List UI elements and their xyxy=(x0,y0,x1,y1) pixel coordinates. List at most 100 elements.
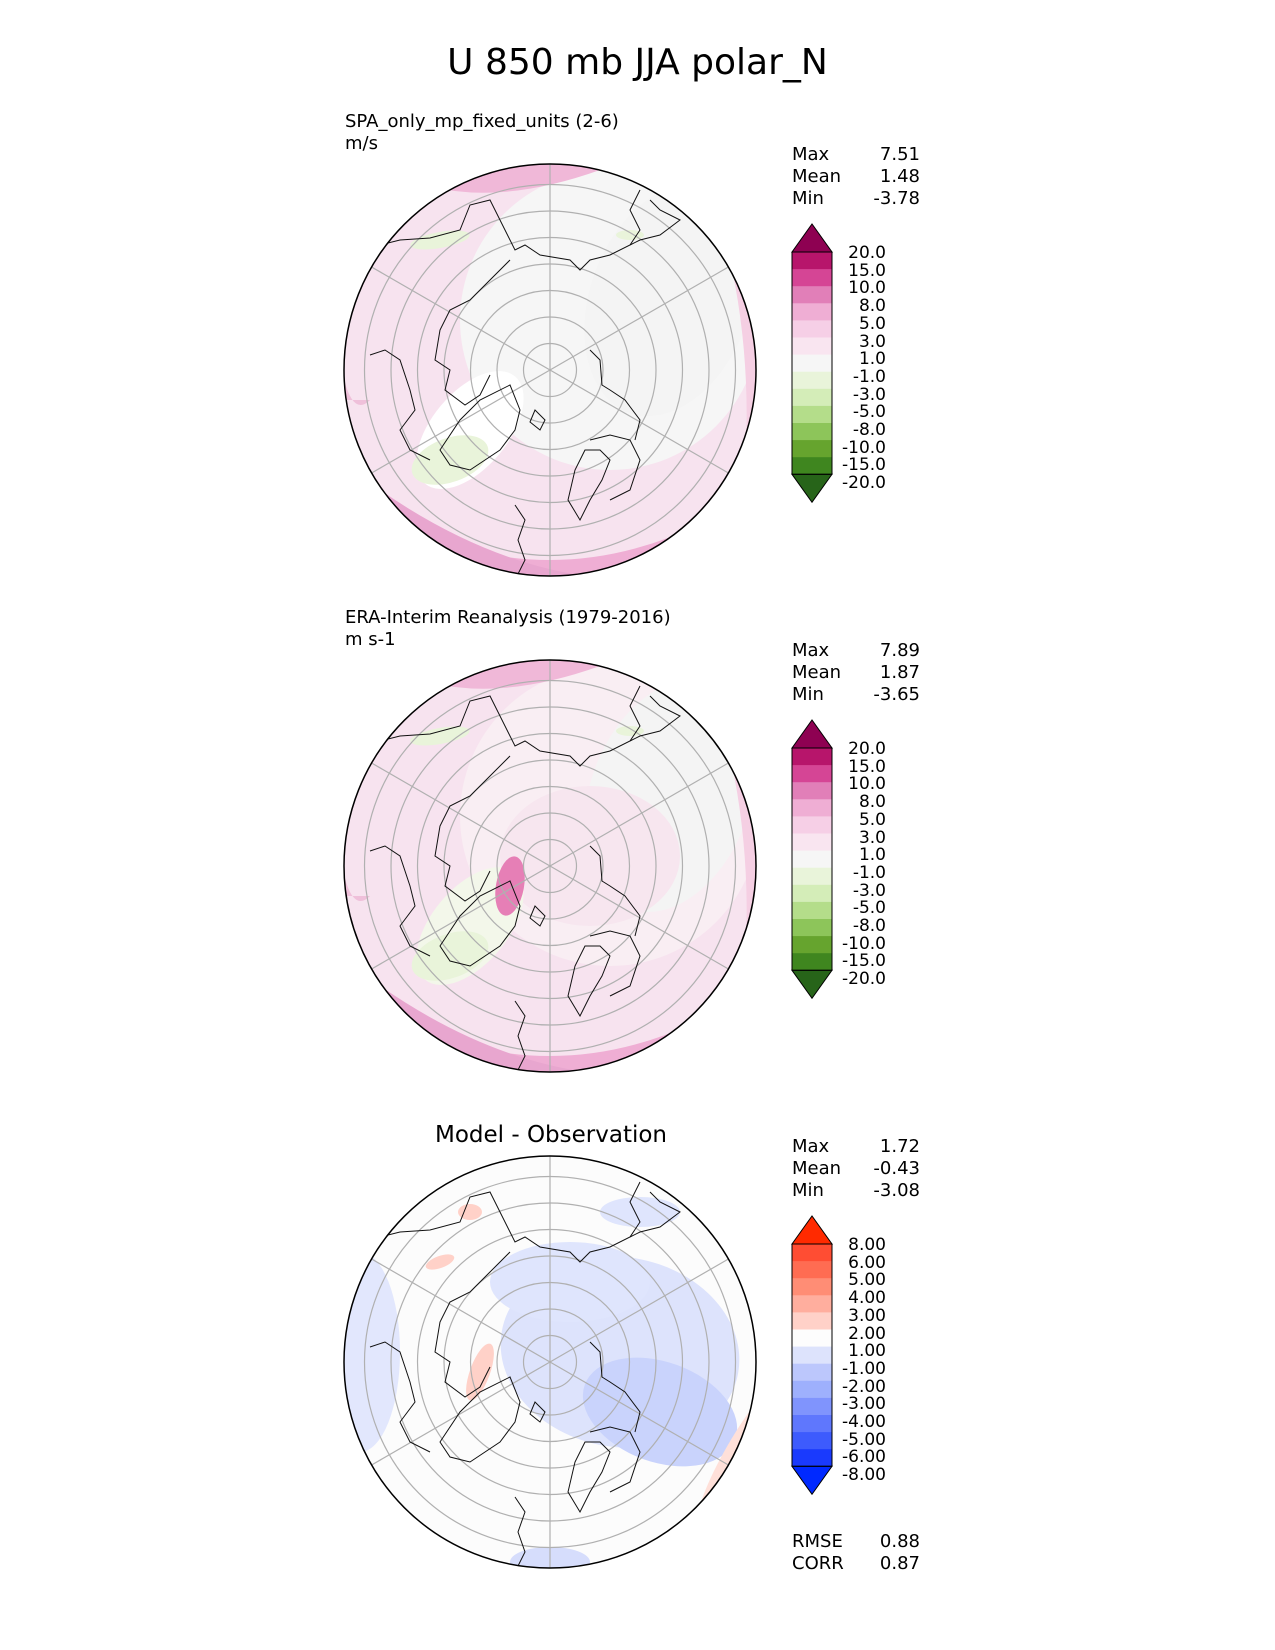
coastline xyxy=(439,1376,521,1463)
coastline xyxy=(629,1191,681,1238)
coastline xyxy=(369,1341,431,1453)
coastline xyxy=(589,1426,641,1493)
max-label: Max xyxy=(792,640,830,661)
colorbar-tick-label: 5.00 xyxy=(848,1270,886,1291)
colorbar-tick-label: 2.00 xyxy=(848,1323,886,1344)
colorbar-tick-label: -2.00 xyxy=(842,1376,886,1397)
obs-colorbar-segment xyxy=(792,782,832,800)
coastline xyxy=(589,434,641,501)
meridian-line xyxy=(549,266,729,371)
model-stats: Max 7.51 Mean 1.48 Min -3.78 xyxy=(792,144,920,210)
coastline xyxy=(434,1251,511,1398)
colorbar-tick-label: -3.00 xyxy=(842,1394,886,1415)
error-stats: RMSE 0.88 CORR 0.87 xyxy=(792,1531,920,1575)
colorbar-tick-label: -5.00 xyxy=(842,1429,886,1450)
model-colorbar-segment xyxy=(792,388,832,407)
diff-colorbar-segment xyxy=(792,1449,832,1467)
coastline xyxy=(567,945,611,1018)
mean-label: Mean xyxy=(792,1158,842,1179)
diff-colorbar-frame xyxy=(791,1243,833,1467)
obs-colorbar-segment xyxy=(792,901,832,920)
model-colorbar-extend-low xyxy=(791,473,833,504)
mean-label: Mean xyxy=(792,166,842,187)
coastline xyxy=(567,1441,611,1514)
rmse-label: RMSE xyxy=(792,1531,843,1552)
meridian-line xyxy=(549,762,729,867)
colorbar-tick-label: -15.0 xyxy=(842,455,886,476)
negative-diff-region xyxy=(490,1242,650,1322)
meridian-line xyxy=(371,369,551,474)
colorbar-tick-label: -10.0 xyxy=(842,933,886,954)
model-colorbar-segment xyxy=(792,354,832,373)
model-colorbar-segment xyxy=(792,269,832,287)
diff-colorbar-segment xyxy=(792,1415,832,1433)
colorbar-tick-label: 4.00 xyxy=(848,1288,886,1309)
colorbar-tick-label: 3.0 xyxy=(858,827,886,848)
max-label: Max xyxy=(792,144,830,165)
model-panel-title: SPA_only_mp_fixed_units (2-6) m/s xyxy=(345,111,619,155)
obs-colorbar-segment xyxy=(792,799,832,817)
obs-colorbar-segment xyxy=(792,850,832,869)
obs-colorbar-frame xyxy=(791,747,833,971)
model-colorbar-segment xyxy=(792,320,832,338)
colorbar-tick-label: 10.0 xyxy=(848,278,886,299)
coastline xyxy=(379,1181,641,1263)
obs-colorbar-extend-low xyxy=(791,969,833,1000)
model-colorbar-segment xyxy=(792,423,832,441)
diff-stats: Max 1.72 Mean -0.43 Min -3.08 xyxy=(792,1136,920,1202)
positive-diff-region xyxy=(458,1204,482,1220)
model-colorbar-segment xyxy=(792,286,832,304)
positive-diff-region xyxy=(425,1254,455,1270)
colorbar-tick-label: -8.0 xyxy=(852,420,886,441)
diff-colorbar-segment xyxy=(792,1312,832,1330)
colorbar-tick-label: 20.0 xyxy=(848,739,886,759)
rmse-value: 0.88 xyxy=(879,1531,920,1552)
coastlines xyxy=(369,685,681,1072)
map-boundary xyxy=(343,659,757,1073)
diff-colorbar-segment xyxy=(792,1329,832,1348)
colorbar-tick-label: 5.0 xyxy=(858,809,886,830)
weak-westerly-region xyxy=(500,786,680,926)
colorbar-tick-label: 15.0 xyxy=(848,756,886,777)
negative-diff-region xyxy=(582,1357,738,1467)
coastline xyxy=(529,1401,546,1423)
colorbar-tick-label: -8.0 xyxy=(852,916,886,937)
westerly-patch xyxy=(344,360,370,405)
colorbar-tick-label: -4.00 xyxy=(842,1412,886,1433)
model-colorbar-segment xyxy=(792,337,832,356)
model-colorbar-segment xyxy=(792,303,832,321)
corr-value: 0.87 xyxy=(879,1553,920,1574)
coastline xyxy=(434,755,511,902)
diff-colorbar-segment xyxy=(792,1397,832,1416)
max-value: 7.51 xyxy=(879,144,920,165)
graticule xyxy=(363,660,737,1072)
colorbar-tick-label: 5.0 xyxy=(858,313,886,334)
model-colorbar-segment xyxy=(792,457,832,475)
coastline xyxy=(379,685,641,767)
diff-colorbar-segment xyxy=(792,1432,832,1450)
coastline xyxy=(589,930,641,997)
diff-panel-title: Model - Observation xyxy=(434,1122,668,1148)
coastline xyxy=(439,384,521,471)
max-label: Max xyxy=(792,1136,830,1157)
meridian-line xyxy=(549,1258,729,1363)
min-label: Min xyxy=(792,684,824,705)
coastline xyxy=(529,409,546,431)
coastline xyxy=(369,349,431,461)
model-polar-map xyxy=(343,163,757,577)
model-colorbar-segment xyxy=(792,405,832,424)
graticule xyxy=(363,164,737,576)
min-value: -3.78 xyxy=(873,188,920,209)
model-colorbar-segment xyxy=(792,440,832,458)
mean-value: -0.43 xyxy=(873,1158,920,1179)
colorbar-tick-label: -6.00 xyxy=(842,1447,886,1468)
colorbar-tick-label: -5.0 xyxy=(852,898,886,919)
positive-diff-region xyxy=(466,1343,494,1401)
colorbar-tick-label: -3.0 xyxy=(852,880,886,901)
coastlines xyxy=(369,189,681,576)
obs-colorbar xyxy=(791,719,833,1000)
colorbar-tick-label: 6.00 xyxy=(848,1252,886,1273)
colorbar-tick-label: 1.00 xyxy=(848,1341,886,1362)
coastline xyxy=(439,880,521,967)
corr-label: CORR xyxy=(792,1553,844,1574)
